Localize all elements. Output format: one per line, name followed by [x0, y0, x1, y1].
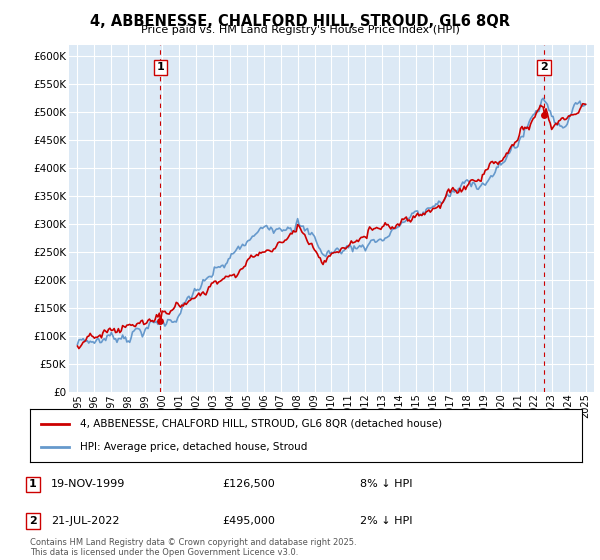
Text: £495,000: £495,000 [222, 516, 275, 526]
Text: 1: 1 [29, 479, 37, 489]
Text: 2: 2 [540, 62, 548, 72]
Text: Contains HM Land Registry data © Crown copyright and database right 2025.
This d: Contains HM Land Registry data © Crown c… [30, 538, 356, 557]
Text: £126,500: £126,500 [222, 479, 275, 489]
Text: 2% ↓ HPI: 2% ↓ HPI [360, 516, 413, 526]
Text: 8% ↓ HPI: 8% ↓ HPI [360, 479, 413, 489]
Text: 4, ABBENESSE, CHALFORD HILL, STROUD, GL6 8QR (detached house): 4, ABBENESSE, CHALFORD HILL, STROUD, GL6… [80, 419, 442, 429]
Text: HPI: Average price, detached house, Stroud: HPI: Average price, detached house, Stro… [80, 442, 307, 452]
Text: 2: 2 [29, 516, 37, 526]
Text: 21-JUL-2022: 21-JUL-2022 [51, 516, 119, 526]
Text: 1: 1 [157, 62, 164, 72]
Text: Price paid vs. HM Land Registry's House Price Index (HPI): Price paid vs. HM Land Registry's House … [140, 25, 460, 35]
Text: 19-NOV-1999: 19-NOV-1999 [51, 479, 125, 489]
Text: 4, ABBENESSE, CHALFORD HILL, STROUD, GL6 8QR: 4, ABBENESSE, CHALFORD HILL, STROUD, GL6… [90, 14, 510, 29]
